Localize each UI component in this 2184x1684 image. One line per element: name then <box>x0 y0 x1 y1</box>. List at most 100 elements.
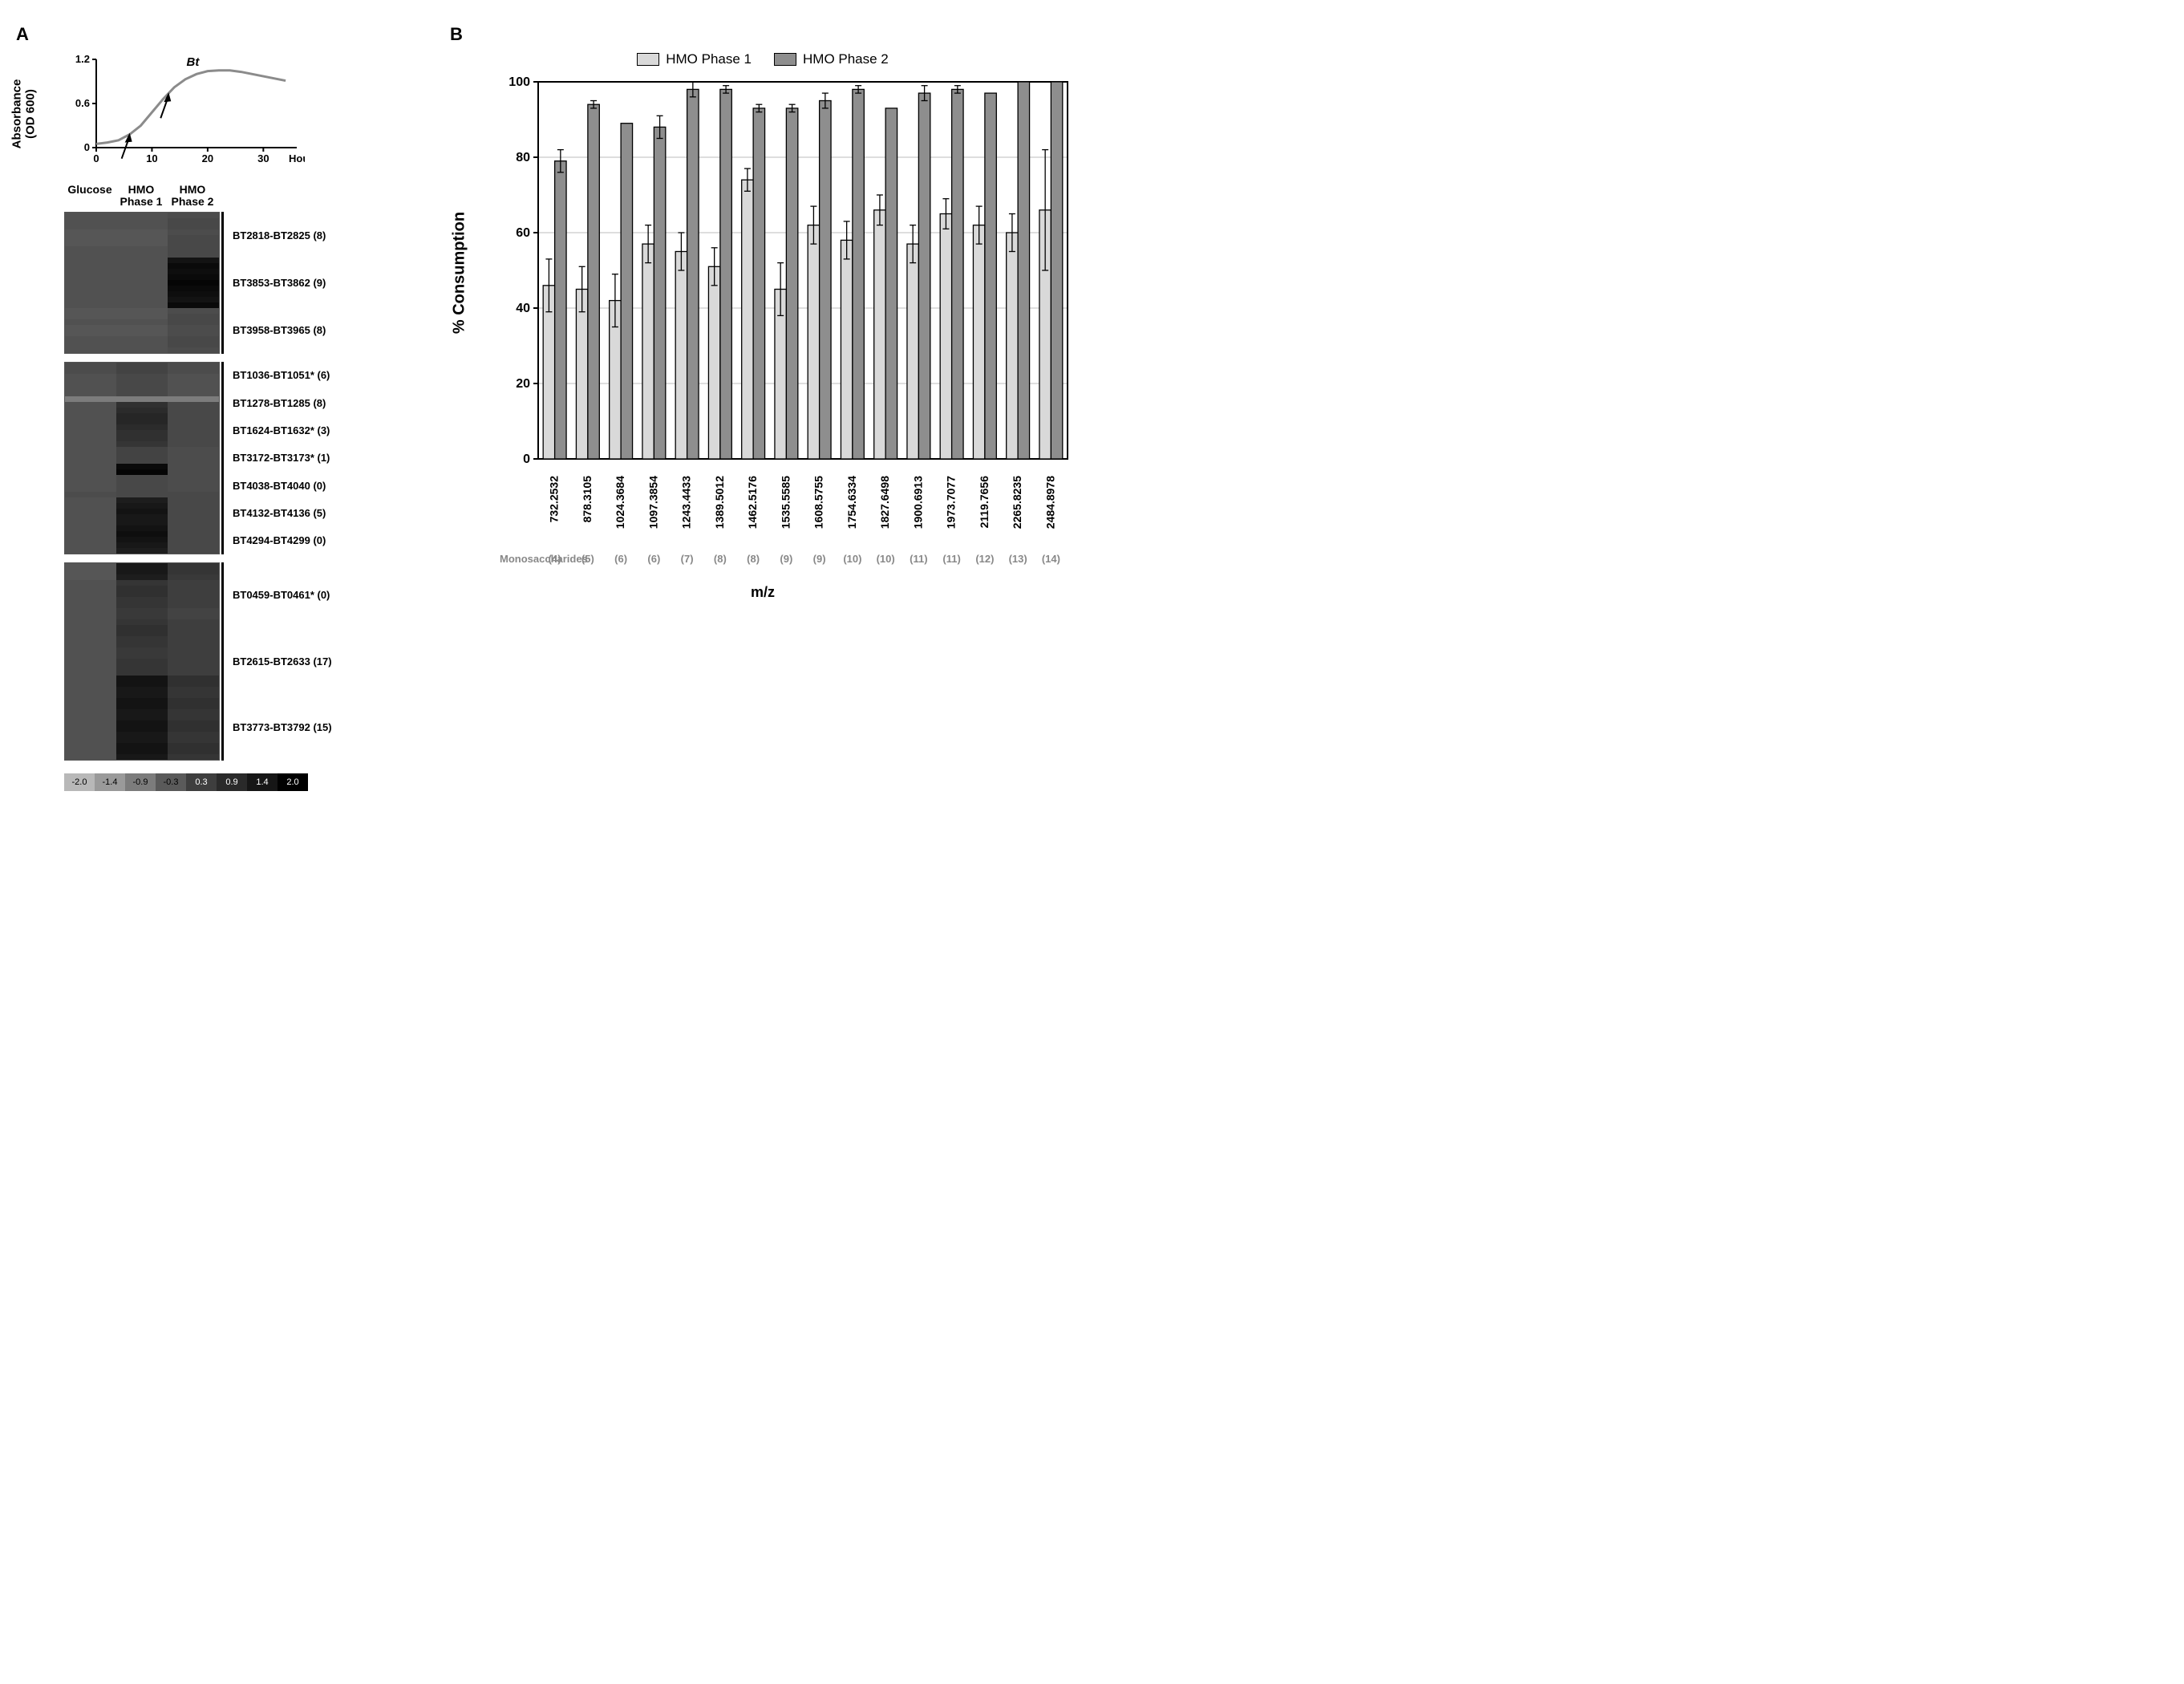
bar-xlabel-mono: (6) <box>614 553 627 565</box>
heatmap-cell <box>65 297 116 302</box>
heatmap-cell <box>65 732 116 737</box>
bar-xlabel-mz: 732.2532 <box>548 476 561 523</box>
heatmap-cell <box>65 424 116 430</box>
heatmap-cell <box>65 224 116 229</box>
heatmap-cell <box>116 291 168 297</box>
heatmap-cell <box>116 636 168 642</box>
heatmap-brace <box>221 362 224 554</box>
heatmap-row <box>65 269 219 274</box>
heatmap-cell <box>65 263 116 269</box>
bar-xlabel-mono: (11) <box>910 553 927 565</box>
heatmap-cell <box>116 213 168 218</box>
heatmap-cell <box>65 619 116 625</box>
growth-curve: Absorbance (OD 600) 00.61.20102030BtHour… <box>64 51 418 176</box>
bar-xlabel-mz: 1462.5176 <box>746 476 759 529</box>
heatmap-row <box>65 458 219 464</box>
heatmap-cell <box>168 458 219 464</box>
heatmap-cell <box>65 754 116 760</box>
heatmap-cell <box>116 218 168 224</box>
heatmap-cell <box>168 224 219 229</box>
heatmap-cell <box>168 653 219 659</box>
heatmap-row <box>65 726 219 732</box>
heatmap-cell <box>65 537 116 542</box>
heatmap-row <box>65 213 219 218</box>
heatmap-cell <box>116 331 168 336</box>
bar-xlabel-mz: 1754.6334 <box>845 476 858 529</box>
heatmap-labels: BT2818-BT2825 (8)BT3853-BT3862 (9)BT3958… <box>220 212 326 354</box>
heatmap-cell <box>168 603 219 608</box>
heatmap-row <box>65 218 219 224</box>
heatmap-cell <box>168 492 219 497</box>
heatmap-row <box>65 681 219 687</box>
heatmap-cell <box>116 486 168 492</box>
bar-xlabel-mz: 2484.8978 <box>1043 476 1056 529</box>
heatmap-row <box>65 336 219 342</box>
svg-text:Hours: Hours <box>289 152 305 164</box>
bar-xlabel-mz: 2119.7656 <box>978 476 991 529</box>
svg-text:0.6: 0.6 <box>75 97 90 109</box>
legend-item: HMO Phase 2 <box>774 51 889 67</box>
heatmap-scale-cell: 2.0 <box>278 773 308 791</box>
monosaccharides-label: Monosaccharides <box>500 553 588 565</box>
heatmap-cell <box>168 368 219 374</box>
heatmap-cell <box>168 619 219 625</box>
svg-text:0: 0 <box>84 141 90 153</box>
heatmap-cell <box>65 563 116 569</box>
heatmap-block: BT2818-BT2825 (8)BT3853-BT3862 (9)BT3958… <box>64 212 418 354</box>
heatmap-cell <box>65 698 116 704</box>
heatmap-cell <box>116 749 168 754</box>
heatmap-cell <box>168 726 219 732</box>
heatmap-cell <box>116 642 168 647</box>
heatmap-cell <box>168 302 219 308</box>
panel-a-label: A <box>16 24 418 45</box>
heatmap-cell <box>116 235 168 241</box>
heatmap-cell <box>116 503 168 509</box>
heatmap-row <box>65 224 219 229</box>
heatmap-cell <box>116 531 168 537</box>
heatmap-labels: BT1036-BT1051* (6)BT1278-BT1285 (8)BT162… <box>220 362 330 554</box>
heatmap-row <box>65 331 219 336</box>
heatmap-cell <box>168 608 219 614</box>
heatmap-row <box>65 597 219 603</box>
heatmap-row <box>65 603 219 608</box>
heatmap-row-label: BT1278-BT1285 (8) <box>226 397 330 409</box>
heatmap-row <box>65 308 219 314</box>
panel-b: B HMO Phase 1HMO Phase 2 % Consumption 0… <box>450 24 1076 791</box>
legend-label: HMO Phase 1 <box>666 51 752 67</box>
heatmap-row <box>65 469 219 475</box>
heatmap-cell <box>116 580 168 586</box>
bar-xlabel-mz: 1608.5755 <box>812 476 825 529</box>
heatmap-cell <box>65 509 116 514</box>
heatmap-cell <box>65 514 116 520</box>
heatmap-row <box>65 720 219 726</box>
heatmap-cell <box>116 258 168 263</box>
heatmap-cell <box>116 286 168 291</box>
heatmap-cell <box>65 497 116 503</box>
heatmap-cell <box>116 704 168 709</box>
heatmap-cell <box>116 664 168 670</box>
heatmap-row <box>65 732 219 737</box>
heatmap-row-label: BT3773-BT3792 (15) <box>226 721 332 733</box>
heatmap-row <box>65 709 219 715</box>
heatmap-row <box>65 441 219 447</box>
heatmap-row <box>65 408 219 413</box>
heatmap-cell <box>65 591 116 597</box>
heatmap-row <box>65 743 219 749</box>
heatmap-cell <box>116 297 168 302</box>
heatmap-cell <box>65 291 116 297</box>
heatmap-cell <box>168 542 219 548</box>
heatmap-cell <box>168 698 219 704</box>
heatmap-cell <box>116 308 168 314</box>
heatmap-cell <box>116 347 168 353</box>
heatmap-brace <box>221 212 224 354</box>
heatmap-scale-cell: -0.9 <box>125 773 156 791</box>
heatmap-row <box>65 631 219 636</box>
heatmap-cell <box>168 280 219 286</box>
heatmap-cell <box>116 274 168 280</box>
heatmap-cell <box>168 269 219 274</box>
heatmap-cell <box>116 603 168 608</box>
heatmap-row <box>65 509 219 514</box>
heatmap-cell <box>65 464 116 469</box>
heatmap-cell <box>116 452 168 458</box>
heatmap-row <box>65 698 219 704</box>
